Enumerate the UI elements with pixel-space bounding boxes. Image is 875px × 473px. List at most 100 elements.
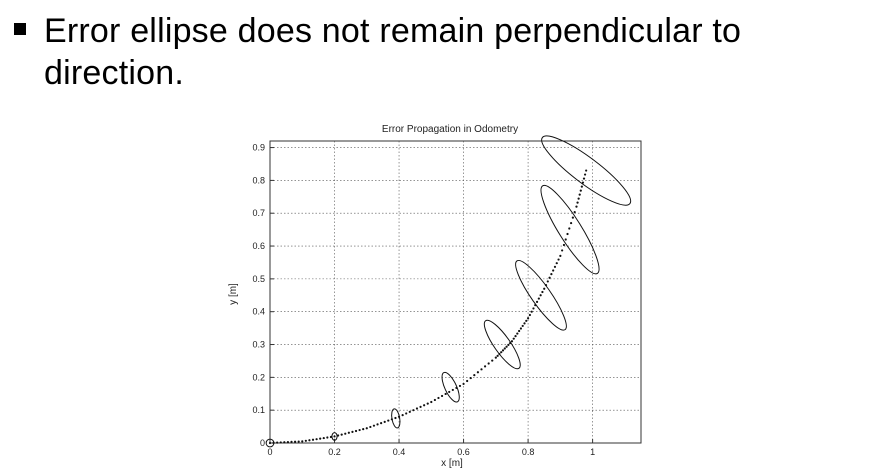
trajectory-point: [451, 388, 454, 392]
trajectory-point: [448, 390, 451, 394]
trajectory-point: [562, 243, 566, 247]
trajectory-point: [387, 419, 390, 422]
trajectory-point: [573, 211, 576, 214]
trajectory-point: [365, 427, 368, 430]
trajectory-point: [380, 422, 383, 425]
trajectory-point: [423, 404, 426, 407]
trajectory-point: [340, 433, 343, 436]
trajectory-point: [469, 376, 472, 380]
trajectory-point: [526, 317, 530, 320]
trajectory-point: [528, 313, 531, 317]
trajectory-point: [430, 400, 433, 404]
trajectory-point: [510, 340, 514, 343]
trajectory-point: [578, 193, 581, 196]
trajectory-point: [458, 384, 462, 388]
error-ellipse: [483, 319, 521, 370]
trajectory-point: [523, 322, 526, 325]
trajectory-point: [496, 354, 499, 357]
trajectory-point: [268, 441, 272, 445]
trajectory-point: [483, 365, 487, 368]
y-tick-label: 0: [260, 438, 265, 448]
bullet-square-icon: [14, 23, 26, 35]
trajectory-point: [505, 345, 508, 348]
trajectory-point: [579, 189, 582, 192]
trajectory-point: [401, 413, 404, 417]
trajectory-point: [376, 423, 379, 426]
trajectory-point: [500, 351, 503, 354]
trajectory-point: [494, 356, 497, 359]
trajectory-point: [301, 440, 304, 443]
trajectory-point: [476, 371, 480, 374]
bullet-text: Error ellipse does not remain perpendicu…: [44, 12, 742, 92]
trajectory-point: [541, 290, 544, 294]
trajectory-point: [419, 405, 422, 408]
trajectory-point: [480, 368, 483, 371]
trajectory-point: [412, 409, 415, 412]
trajectory-point: [347, 431, 350, 434]
trajectory-point: [557, 258, 560, 261]
trajectory-point: [539, 294, 542, 297]
trajectory-point: [553, 265, 557, 268]
trajectory-point: [571, 216, 574, 219]
trajectory-point: [525, 319, 528, 322]
trajectory-point: [576, 201, 579, 204]
trajectory-point: [512, 337, 515, 340]
y-tick-label: 0.7: [252, 208, 265, 218]
trajectory-point: [426, 402, 429, 405]
error-propagation-chart: Error Propagation in Odometry 0 0.2 0.4 0.6…: [218, 118, 658, 473]
y-tick-label: 0.9: [252, 143, 265, 153]
trajectory-point: [279, 441, 282, 444]
trajectory-point: [322, 436, 325, 440]
trajectory-point: [518, 329, 521, 333]
error-ellipse: [541, 135, 632, 206]
trajectory-point: [415, 407, 419, 410]
error-ellipse: [441, 371, 460, 403]
trajectory-point: [372, 424, 376, 427]
trajectory-point: [577, 197, 580, 200]
trajectory-point: [344, 432, 347, 435]
x-tick-label: 0.2: [328, 447, 341, 457]
trajectory-point: [546, 280, 549, 283]
x-tick-label: 0: [267, 447, 272, 457]
error-ellipse: [391, 408, 401, 429]
trajectory-point: [326, 436, 329, 439]
trajectory-point: [462, 382, 465, 386]
error-ellipse: [540, 184, 600, 275]
y-tick-label: 0.2: [252, 372, 265, 382]
trajectory-point: [566, 232, 569, 236]
trajectory-point: [516, 332, 519, 335]
trajectory-point: [286, 440, 290, 444]
trajectory-point: [550, 273, 553, 276]
axis-ticks: 0 0.2 0.4 0.6 0.8 1 0 0.1 0.2 0.3 0.4 0.5 0.6 0.7 0.8 0…: [252, 143, 595, 457]
trajectory-point: [532, 307, 535, 310]
y-tick-label: 0.8: [252, 175, 265, 185]
trajectory-point: [583, 173, 587, 176]
y-tick-label: 0.3: [252, 340, 265, 350]
trajectory-point: [383, 420, 386, 423]
trajectory-point: [507, 343, 510, 346]
chart-title: Error Propagation in Odometry: [382, 124, 518, 135]
trajectory-point: [437, 396, 440, 400]
trajectory-point: [575, 205, 578, 208]
trajectory-point: [276, 441, 279, 444]
chart-svg: Error Propagation in Odometry 0 0.2 0.4 0.6…: [228, 124, 642, 469]
trajectory-point: [530, 310, 533, 313]
trajectory-point: [564, 238, 567, 241]
trajectory-point: [543, 287, 546, 290]
x-tick-label: 0.4: [393, 447, 406, 457]
trajectory-point: [405, 412, 408, 415]
y-tick-label: 0.5: [252, 274, 265, 284]
trajectory-point: [319, 437, 322, 440]
trajectory-point: [535, 300, 539, 303]
trajectory-point: [369, 425, 372, 429]
trajectory-point: [290, 440, 293, 444]
y-axis-label: y [m]: [228, 283, 239, 305]
trajectory-point: [308, 439, 311, 442]
trajectory-point: [358, 428, 361, 432]
trajectory-point: [559, 254, 562, 257]
trajectory-point: [568, 227, 571, 230]
trajectory-point: [580, 185, 583, 188]
trajectory-point: [514, 335, 517, 338]
trajectory-point: [548, 276, 551, 279]
trajectory-point: [354, 429, 358, 433]
